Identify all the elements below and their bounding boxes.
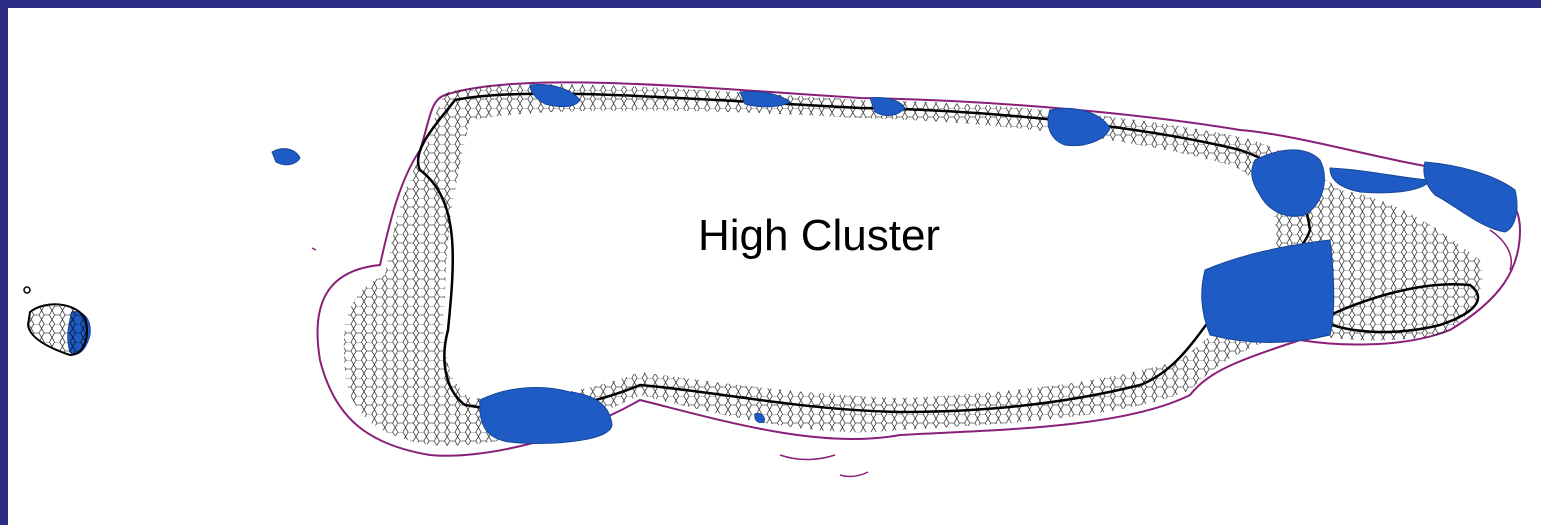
high-cluster-patches: [67, 84, 1518, 444]
coast-outline: [316, 81, 1522, 457]
east-peninsula-trace: [1317, 283, 1480, 334]
high-cluster-label: High Cluster: [698, 211, 941, 260]
islet: [23, 286, 31, 294]
coast-trace: [416, 92, 1312, 414]
hex-grid-island: [343, 84, 1483, 446]
coast-fragments: [311, 229, 1512, 478]
west-island: [26, 303, 88, 357]
